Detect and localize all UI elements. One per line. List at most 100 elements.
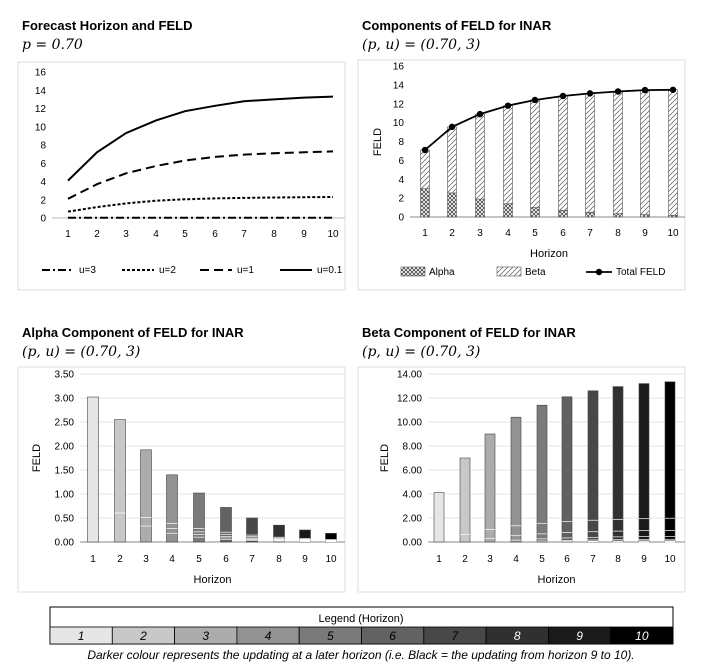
chart4-xtick: 8 — [615, 554, 621, 565]
chart4-xtick: 10 — [664, 554, 676, 565]
chart3-ytick: 0.00 — [55, 538, 75, 549]
chart1-ytick: 8 — [40, 141, 46, 152]
horizon-legend-label: 3 — [202, 629, 209, 643]
chart3-frame — [17, 366, 346, 593]
chart1-xtick: 9 — [301, 229, 307, 240]
chart4-xtick: 4 — [513, 554, 519, 565]
chart2-xtick: 4 — [505, 228, 511, 239]
chart2-ytick: 8 — [398, 137, 404, 148]
chart1-xtick: 5 — [182, 229, 188, 240]
chart4-ytick: 0.00 — [403, 538, 423, 549]
horizon-legend-label: 1 — [78, 629, 85, 643]
chart2-total-point — [641, 86, 649, 94]
chart4-ytick: 14.00 — [397, 370, 422, 381]
chart1-legend-label: u=3 — [79, 265, 96, 276]
chart2-beta-bar — [475, 113, 485, 200]
chart1-legend-label: u=0.1 — [317, 265, 343, 276]
chart2-total-point — [531, 96, 539, 104]
chart4-title: Beta Component of FELD for INAR — [362, 325, 576, 340]
chart3-xtick: 4 — [169, 554, 175, 565]
chart1-ytick: 14 — [35, 86, 47, 97]
chart1-ytick: 12 — [35, 104, 47, 115]
horizon-legend-label: 2 — [139, 629, 147, 643]
chart2-beta-bar — [530, 99, 540, 208]
chart3-bar — [87, 396, 99, 543]
chart4-bar — [484, 433, 496, 543]
chart2-beta-bar — [585, 93, 595, 213]
chart1-series-line — [67, 95, 334, 182]
chart2-ytick: 6 — [398, 156, 404, 167]
chart1-ytick: 16 — [35, 68, 47, 79]
chart2-legend-label: Alpha — [429, 267, 455, 278]
chart2-total-line — [424, 88, 674, 151]
chart2-xtick: 7 — [587, 228, 593, 239]
chart2-xtick: 10 — [667, 228, 679, 239]
chart3-plot: 0.00 0.50 1.00 1.50 2.00 2.50 3.00 3.50 1 2 3 4 5 6 7 8… — [31, 370, 345, 586]
horizon-legend-label: 8 — [514, 629, 521, 643]
chart3-bar — [114, 419, 126, 543]
chart2-legend-swatch — [400, 266, 426, 277]
chart1-ytick: 4 — [40, 177, 46, 188]
chart4-xtick: 9 — [641, 554, 647, 565]
chart3-ytick: 3.00 — [55, 394, 75, 405]
chart2-xtick: 1 — [422, 228, 428, 239]
chart1-subtitle: p = 0.70 — [22, 37, 83, 53]
chart3-xtick: 6 — [223, 554, 229, 565]
chart4-ytick: 10.00 — [397, 418, 422, 429]
horizon-legend-label: 4 — [265, 629, 272, 643]
chart3-ytick: 0.50 — [55, 514, 75, 525]
chart2-beta-bar — [447, 126, 457, 194]
chart1-ytick: 10 — [35, 122, 47, 133]
chart1-xtick: 3 — [123, 229, 129, 240]
chart2-legend-label: Total FELD — [616, 267, 665, 278]
chart4-ylabel: FELD — [379, 444, 391, 472]
chart2-alpha-bar — [613, 213, 623, 218]
chart2-alpha-bar — [585, 211, 595, 218]
chart4-ytick: 12.00 — [397, 394, 422, 405]
chart4-bar — [433, 492, 445, 543]
chart3-ytick: 1.00 — [55, 490, 75, 501]
chart1-ytick: 2 — [40, 195, 46, 206]
chart2-alpha-bar — [447, 192, 457, 218]
chart1-xtick: 8 — [271, 229, 277, 240]
chart2-xlabel: Horizon — [530, 248, 568, 260]
chart2-alpha-bar — [530, 207, 540, 218]
chart2-alpha-bar — [640, 214, 650, 218]
chart2-xtick: 3 — [477, 228, 483, 239]
chart2-beta-bar — [420, 149, 430, 189]
horizon-legend-label: 6 — [389, 629, 396, 643]
chart4-plot: 0.00 2.00 4.00 6.00 8.00 10.00 12.00 14.00 1 2 3 4 5… — [379, 370, 685, 586]
chart1-xtick: 2 — [94, 229, 100, 240]
chart2-legend-label: Beta — [525, 267, 546, 278]
chart2-ytick: 14 — [393, 80, 405, 91]
chart3-ytick: 2.00 — [55, 442, 75, 453]
chart4-bar — [510, 416, 522, 543]
chart2-ytick: 12 — [393, 99, 405, 110]
chart4-frame — [357, 366, 686, 593]
chart3-bar — [246, 517, 258, 543]
chart4-ytick: 2.00 — [403, 514, 423, 525]
chart2-total-point — [476, 110, 484, 118]
chart1-ytick: 0 — [40, 214, 46, 225]
chart4-xtick: 3 — [487, 554, 493, 565]
chart1-frame — [17, 61, 346, 291]
chart2-total-point — [614, 88, 622, 95]
chart2-alpha-bar — [420, 188, 430, 218]
chart1-legend-label: u=2 — [159, 265, 176, 276]
chart2-ylabel: FELD — [372, 128, 384, 156]
chart2-subtitle: (p, u) = (0.70, 3) — [362, 37, 480, 53]
chart2-ytick: 4 — [398, 175, 404, 186]
chart2-legend-swatch — [595, 268, 603, 276]
chart2-beta-bar — [613, 91, 623, 214]
chart2-beta-bar — [668, 89, 678, 216]
chart2-beta-bar — [640, 89, 650, 215]
caption: Darker colour represents the updating at… — [87, 648, 634, 662]
chart3-xtick: 1 — [90, 554, 96, 565]
chart1-xtick: 7 — [241, 229, 247, 240]
chart2-ytick: 16 — [393, 62, 405, 73]
chart2-xtick: 6 — [560, 228, 566, 239]
horizon-legend-title: Legend (Horizon) — [319, 613, 404, 625]
chart3-bar — [140, 449, 152, 543]
